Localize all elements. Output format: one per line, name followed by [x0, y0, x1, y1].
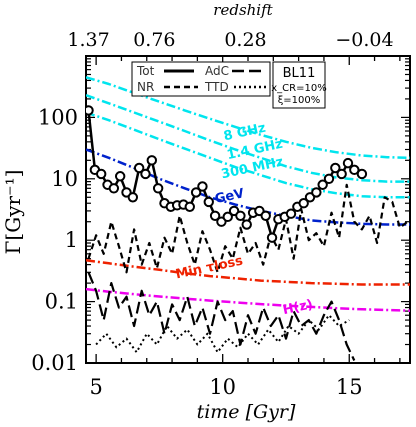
y-tick-label: 100	[38, 105, 78, 129]
top-tick-labels: 1.37 0.76 0.28 −0.04	[67, 29, 393, 51]
y-tick-label: 0.1	[45, 290, 78, 314]
info-box-title: BL11	[283, 66, 316, 81]
series-point-tot	[197, 181, 208, 192]
info-box-frame	[272, 61, 326, 109]
series-point-tot	[222, 211, 233, 223]
series-point-tot	[311, 187, 322, 198]
series-line-ttd	[95, 314, 350, 354]
legend-label-ttd: TTD	[204, 80, 229, 94]
legend-label-adc: AdC	[205, 64, 229, 78]
series-point-tot	[108, 183, 120, 194]
series-point-tot	[184, 201, 195, 212]
legend-label-nr: NR	[137, 80, 154, 94]
info-box-line2: ξ=100%	[278, 95, 321, 106]
top-axis-label: redshift	[213, 1, 273, 19]
series-point-tot	[146, 155, 158, 166]
x-tick-label: 10	[209, 375, 236, 399]
series-point-tot	[190, 187, 202, 198]
legend-box	[131, 61, 271, 97]
series-point-tot	[133, 162, 145, 174]
legend: Tot AdC NR TTD	[131, 61, 271, 97]
series-line-adc	[87, 271, 356, 361]
series-point-tot	[356, 168, 368, 180]
top-tick-label: −0.04	[335, 29, 393, 51]
x-axis-label: time [Gyr]	[197, 401, 296, 423]
series-point-tot	[330, 162, 341, 174]
y-axis-label: Γ[Gyr⁻¹]	[1, 170, 25, 255]
series-line-300-mhz	[86, 111, 410, 199]
annotation-label: GeV	[214, 186, 246, 207]
series-point-tot	[140, 168, 151, 180]
series-point-tot	[127, 192, 139, 203]
series-point-tot	[86, 105, 94, 116]
series-point-tot	[114, 171, 126, 182]
info-box: BL11 x_CR=10% ξ=100%	[271, 61, 327, 109]
series-point-tot	[317, 179, 328, 190]
series-point-tot	[241, 219, 252, 230]
series-point-tot	[336, 168, 347, 180]
series-point-tot	[209, 210, 221, 221]
legend-label-tot: Tot	[136, 64, 155, 78]
series-point-tot	[285, 208, 297, 219]
top-tick-label: 0.76	[133, 29, 175, 51]
annotation-label: H(z)	[281, 297, 314, 318]
y-ticks: 0.01 0.1 1 10 100	[31, 58, 410, 375]
series-point-tot	[349, 164, 360, 176]
top-tick-label: 1.37	[67, 29, 109, 51]
top-tick-label: 0.28	[224, 29, 266, 51]
x-tick-label: 15	[336, 375, 363, 399]
series-line-h-z	[86, 287, 410, 312]
series-point-tot	[203, 196, 214, 208]
info-box-line1: x_CR=10%	[271, 83, 326, 94]
series-layer	[86, 76, 410, 361]
series-point-tot	[342, 157, 354, 169]
x-tick-label: 5	[89, 375, 102, 399]
series-point-tot	[298, 198, 309, 209]
series-point-tot	[323, 173, 335, 185]
y-tick-label: 10	[51, 167, 78, 191]
series-point-tot	[235, 210, 246, 221]
y-tick-label: 0.01	[31, 351, 78, 375]
series-point-tot	[152, 183, 164, 194]
series-line-nr	[87, 183, 409, 274]
series-line-1-4-ghz	[86, 94, 410, 183]
series-point-tot	[260, 210, 271, 221]
series-point-tot	[266, 232, 278, 243]
y-tick-label: 1	[65, 228, 78, 252]
series-line-min-loss	[86, 259, 410, 286]
x-ticks: 5 10 15	[89, 56, 401, 399]
series-point-tot	[95, 168, 107, 180]
